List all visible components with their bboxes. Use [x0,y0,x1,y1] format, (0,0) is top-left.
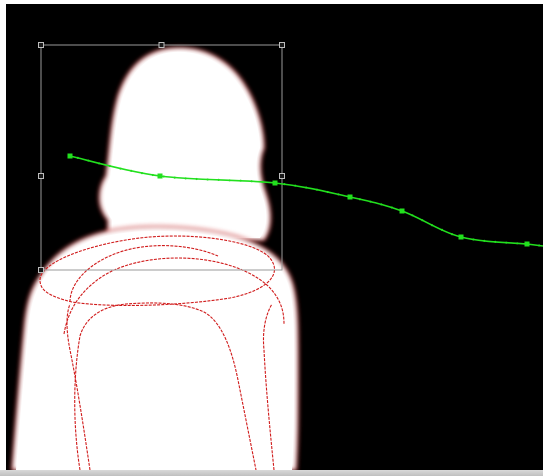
spline-tick [250,180,253,183]
inner-torso-curve-shape[interactable] [74,302,257,470]
right-torso-curve-shape[interactable] [262,303,275,470]
spline-tick [108,164,111,168]
rotoshapes-group [39,235,285,470]
spline-tick [184,177,187,180]
transform-handle-top-center[interactable] [158,42,165,48]
spline-tick [411,214,414,217]
spline-keyframe-2[interactable] [157,173,163,179]
left-torso-line-shape[interactable] [63,257,285,335]
spline-keyframe-1[interactable] [67,153,73,159]
transform-handle-top-right[interactable] [279,42,285,48]
spline-tick [130,169,133,172]
body-matte-core [16,230,294,470]
spline-tick [228,179,231,182]
spline-tick [505,241,508,244]
hood-matte-core [105,51,267,238]
spline-tick [451,233,454,236]
collar-arc-shape[interactable] [69,245,219,303]
spline-tick [483,239,486,242]
spline-tick [358,198,361,201]
spline-tick [195,177,198,181]
spline-tick [337,193,340,196]
spline-keyframe-5[interactable] [399,208,405,214]
spline-tick [315,188,319,191]
transform-box[interactable] [38,42,285,273]
spline-tick [305,186,308,189]
spline-tick [380,203,383,206]
viewer-canvas[interactable] [6,4,543,470]
spline-tick [217,178,220,181]
shoulder-ellipse-shape[interactable] [39,235,275,307]
transform-handle-top-left[interactable] [38,42,44,48]
spline-tick [538,244,541,247]
viewer-svg [10,42,543,470]
transform-handle-middle-left[interactable] [38,173,44,179]
spline-tick [494,240,497,243]
spline-tick [390,206,393,209]
spline-tick [440,228,444,231]
spline-tick [76,156,79,159]
spline-tick [162,175,165,178]
spline-tick [294,184,297,187]
spline-tick [173,176,176,179]
transform-handle-bottom-left[interactable] [38,267,44,273]
spline-tick [421,219,424,222]
spline-tick [326,190,329,194]
spline-tick [151,173,154,177]
transform-handle-middle-right[interactable] [279,173,285,179]
spline-tick [472,238,475,241]
spline-tick [431,224,434,227]
spline-tick [369,200,372,203]
spline-tick [516,242,519,245]
spline-tick [283,183,286,186]
spline-tick [261,180,264,183]
spline-keyframe-4[interactable] [347,194,353,200]
spline-tick [239,179,242,182]
spline-tick [119,167,122,170]
bottom-panel-edge [0,470,543,476]
spline-keyframe-7[interactable] [524,241,530,247]
spline-tick [87,159,90,162]
matte-group [10,46,300,470]
spline-keyframe-6[interactable] [458,234,464,240]
spline-keyframe-3[interactable] [272,180,278,186]
outer-torso-curve-shape[interactable] [66,303,91,470]
spline-tick [206,178,209,181]
tracking-spline[interactable] [67,153,543,247]
spline-tick [140,172,144,175]
spline-tick [98,162,101,165]
